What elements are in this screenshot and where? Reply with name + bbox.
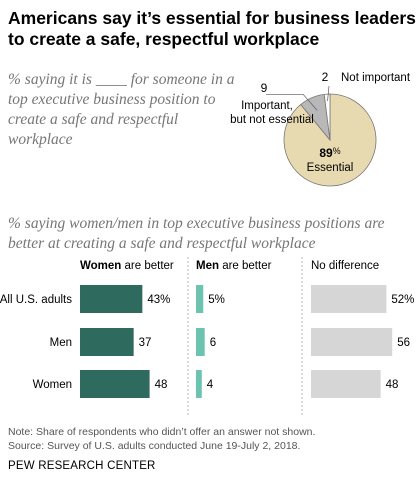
source-text: Source: Survey of U.S. adults conducted … [8, 440, 301, 452]
bar-label: 6 [210, 337, 216, 349]
pie-slice-not-important [323, 93, 331, 141]
bar-1-2 [80, 328, 134, 356]
bar-label: 43% [147, 294, 170, 306]
bar-3-3 [311, 370, 381, 398]
pie-leader-important [266, 94, 318, 111]
category-label: All U.S. adults [0, 294, 72, 306]
bar-label: 5% [208, 294, 225, 306]
bar-label: 48 [155, 379, 168, 391]
bar-label: 56 [397, 337, 410, 349]
bar-label: 52% [391, 294, 414, 306]
pie-leader-not-important [327, 85, 330, 102]
bar-label: 37 [139, 337, 152, 349]
bar-chart: Women are better Men are better No differe… [0, 257, 414, 415]
pie-label-important-line2: but not essential [230, 114, 314, 126]
pie-subtitle: % saying it is ____ for someone in a top… [8, 71, 235, 148]
pie-chart: 89% Essential 9 Important, but not essential… [230, 70, 411, 187]
column-header-3: No difference [311, 260, 379, 272]
bar-label: 4 [207, 379, 214, 391]
bar-label: 48 [386, 379, 399, 391]
bar-1-1 [80, 285, 143, 313]
pie-label-essential: Essential [307, 162, 354, 174]
bar-2-3 [196, 370, 202, 398]
bars-subtitle: % saying women/men in top executive busi… [8, 215, 385, 252]
category-label: Women [33, 379, 72, 391]
note-text: Note: Share of respondents who didn’t of… [8, 426, 316, 438]
chart-title: Americans say it’s essential for busines… [8, 8, 416, 49]
bar-1-3 [80, 370, 150, 398]
pie-label-important-line1: Important, [241, 100, 293, 112]
category-label: Men [50, 337, 72, 349]
pie-label-essential-value: 89% [319, 146, 340, 160]
pie-value-not-important: 2 [322, 70, 329, 84]
bar-3-1 [311, 285, 387, 313]
pie-value-important: 9 [261, 81, 268, 95]
column-header-2: Men are better [196, 260, 272, 272]
bar-3-2 [311, 328, 393, 356]
pew-logo-text: PEW RESEARCH CENTER [8, 460, 156, 472]
bar-2-2 [196, 328, 205, 356]
notes: Note: Share of respondents who didn’t of… [8, 425, 315, 453]
bar-2-1 [196, 285, 204, 313]
pie-label-not-important: Not important [341, 72, 411, 84]
column-header-1: Women are better [80, 260, 174, 272]
